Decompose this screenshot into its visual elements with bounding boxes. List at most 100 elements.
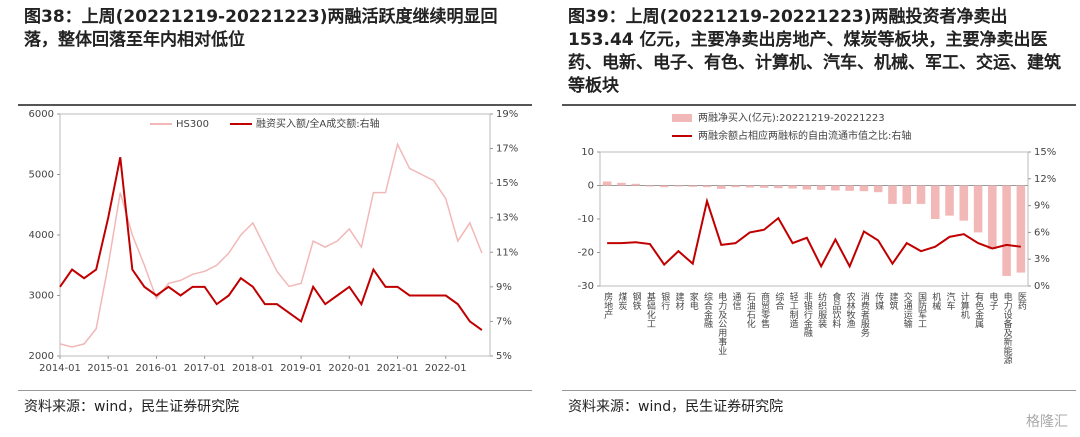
- x-tick-label: 商贸零售: [759, 291, 770, 329]
- x-tick-label: 建筑: [887, 291, 898, 311]
- x-tick-label: 农林牧渔: [845, 291, 856, 328]
- y2-tick-label: 0%: [1034, 281, 1050, 292]
- x-tick-label: 家电: [688, 291, 699, 310]
- bar: [930, 185, 940, 219]
- x-tick-label: 2016-01: [136, 363, 178, 374]
- bar: [988, 185, 997, 250]
- watermark: 格隆汇: [1026, 414, 1068, 430]
- y-tick-label: 2000: [29, 351, 54, 362]
- bar: [702, 185, 712, 188]
- x-tick-label: 建材: [673, 291, 684, 310]
- y2-tick-label: 15%: [1034, 147, 1056, 158]
- x-tick-label: 2019-01: [280, 363, 322, 374]
- x-tick-label: 电力设备及新能源: [1002, 291, 1013, 365]
- x-tick-label: 汽车: [945, 291, 956, 311]
- legend-label: 两融净买入(亿元):20221219-20221223: [698, 111, 885, 124]
- x-tick-label: 2018-01: [232, 363, 274, 374]
- bar: [973, 185, 983, 233]
- source: 资料来源：wind，民生证券研究院: [24, 399, 240, 415]
- bar: [945, 185, 954, 216]
- x-tick-label: 基础化工: [645, 291, 656, 328]
- separator: [562, 104, 1076, 106]
- x-tick-label: 传媒: [873, 291, 884, 311]
- x-tick-label: 消费者服务: [859, 291, 870, 338]
- bar: [602, 181, 612, 186]
- x-tick-label: 综合: [773, 291, 784, 311]
- x-tick-label: 银行: [659, 291, 670, 311]
- y2-tick-label: 6%: [1034, 227, 1050, 238]
- y2-tick-label: 17%: [496, 144, 518, 155]
- y2-tick-label: 5%: [496, 351, 512, 362]
- y2-tick-label: 19%: [496, 109, 518, 120]
- x-tick-label: 有色金属: [973, 291, 984, 329]
- y2-tick-label: 9%: [1034, 201, 1050, 212]
- bar: [688, 185, 698, 187]
- legend-label: 融资买入额/全A成交额:右轴: [256, 117, 380, 130]
- x-tick-label: 电子: [987, 291, 998, 310]
- plot-frame: [59, 113, 491, 357]
- bar: [888, 185, 897, 204]
- x-tick-label: 交通运输: [902, 291, 913, 329]
- bar: [617, 182, 626, 186]
- y2-tick-label: 9%: [496, 282, 512, 293]
- y-tick-label: 0: [588, 181, 594, 192]
- y-tick-label: -20: [578, 248, 594, 259]
- bar: [674, 185, 683, 187]
- bar: [659, 185, 669, 188]
- bar: [745, 185, 755, 188]
- bar: [816, 185, 826, 190]
- x-tick-label: 2015-01: [87, 363, 129, 374]
- bar: [631, 183, 640, 186]
- x-tick-label: 国防军工: [916, 292, 927, 328]
- y-tick-label: 6000: [29, 109, 54, 120]
- bar: [859, 185, 869, 192]
- bar: [1016, 185, 1026, 273]
- x-tick-label: 2021-01: [377, 363, 419, 374]
- y2-tick-label: 13%: [496, 213, 518, 224]
- chart: 2000 3000 4000 5000 6000 5% 7% 9% 11% 13% 15% 17% 19…: [29, 109, 519, 374]
- x-tick-label: 2020-01: [328, 363, 370, 374]
- bar: [959, 185, 969, 221]
- line-series: [59, 142, 483, 348]
- x-tick-label: 2022-01: [425, 363, 467, 374]
- x-tick-label: 房地产: [602, 291, 613, 320]
- x-tick-label: 医药: [1016, 292, 1027, 311]
- x-tick-label: 轻工制造: [788, 291, 799, 329]
- x-tick-label: 纺织服装: [816, 291, 827, 329]
- separator: [562, 390, 1076, 391]
- y-tick-label: -30: [578, 281, 594, 292]
- legend-swatch: [672, 114, 692, 122]
- y-tick-label: 10: [581, 147, 594, 158]
- bar: [731, 185, 740, 188]
- x-tick-label: 2017-01: [184, 363, 226, 374]
- y-tick-label: 3000: [29, 291, 54, 302]
- bar: [802, 185, 812, 190]
- bar: [1002, 185, 1011, 276]
- bar: [774, 185, 783, 189]
- bar: [645, 185, 655, 187]
- x-tick-label: 煤炭: [616, 291, 627, 311]
- y2-tick-label: 7%: [496, 316, 512, 327]
- x-tick-label: 机械: [930, 291, 941, 311]
- x-tick-label: 非银行金融: [802, 291, 813, 338]
- bar: [759, 185, 769, 188]
- separator: [18, 104, 532, 106]
- y2-tick-label: 15%: [496, 178, 518, 189]
- x-tick-label: 综合金融: [702, 291, 713, 329]
- y2-tick-label: 11%: [496, 247, 518, 258]
- line-series: [607, 197, 1021, 269]
- bar: [916, 185, 926, 204]
- legend-label: 两融余额占相应两融标的自由流通市值之比:右轴: [698, 129, 911, 142]
- bar: [873, 185, 883, 193]
- y-tick-label: 5000: [29, 170, 54, 181]
- separator: [18, 390, 532, 391]
- x-tick-label: 计算机: [959, 291, 970, 320]
- chart: -30-20-100100%3%6%9%12%15%房地产 煤炭 钢铁 基础化工 银行建…: [578, 111, 1057, 365]
- legend-label: HS300: [176, 119, 209, 130]
- bar: [831, 185, 840, 191]
- x-tick-label: 石油石化: [745, 292, 756, 329]
- y2-tick-label: 3%: [1034, 254, 1050, 265]
- x-tick-label: 通信: [731, 292, 742, 311]
- x-tick-label: 食品饮料: [830, 291, 841, 329]
